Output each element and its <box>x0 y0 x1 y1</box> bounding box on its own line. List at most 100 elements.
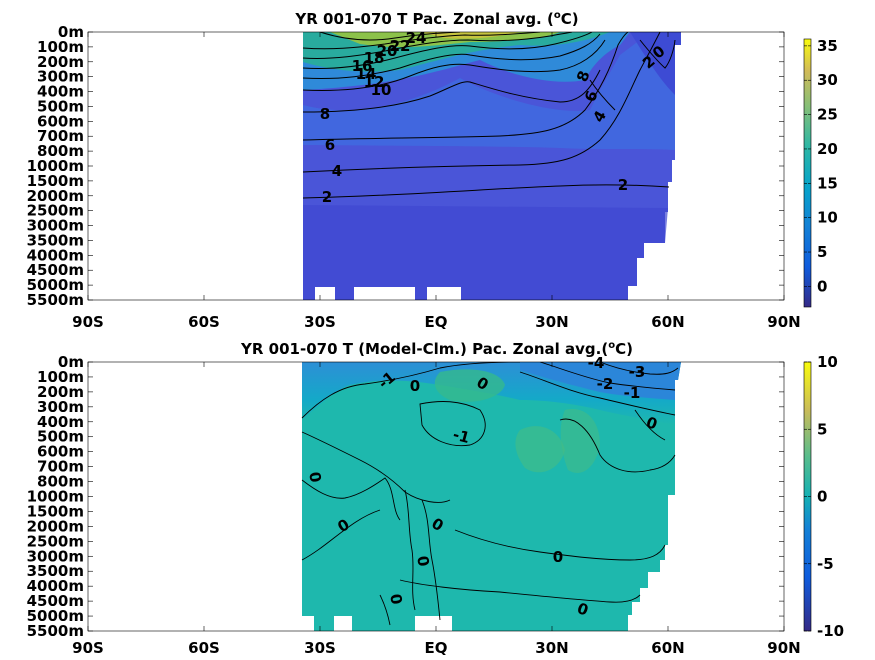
panel2-contour <box>634 409 666 441</box>
y-tick-label: 5500m <box>27 291 84 309</box>
contour-label: 2 <box>322 188 332 206</box>
colorbar-tick-label: 35 <box>817 37 838 55</box>
x-tick-label: 30N <box>535 639 568 656</box>
panel1-contour <box>302 39 606 91</box>
x-tick-label: 30N <box>535 313 568 331</box>
panel2-contour <box>539 362 676 391</box>
y-tick-label: 200m <box>37 383 84 401</box>
panel2-contour <box>419 401 486 447</box>
y-tick-label: 700m <box>37 458 84 476</box>
panel2-warm-blob <box>515 426 565 473</box>
panel2-contour <box>454 529 666 561</box>
y-tick-label: 1000m <box>27 488 84 506</box>
contour-label: 10 <box>371 81 392 99</box>
contour-label: 0 <box>386 592 406 605</box>
contour-label: 12 <box>364 73 385 91</box>
y-tick-label: 3000m <box>27 217 84 235</box>
colorbar-tick-label: -5 <box>817 555 834 573</box>
contour-label: 22 <box>390 37 411 55</box>
colorbar-tick-label: 15 <box>817 174 838 192</box>
panel2-contour <box>379 594 391 626</box>
y-tick-label: 0m <box>58 353 84 371</box>
panel1-contour <box>302 33 601 79</box>
colorbar-tick-label: 0 <box>817 277 827 295</box>
contour-label: -1 <box>624 384 641 402</box>
panel1-contour <box>302 184 670 199</box>
y-tick-label: 100m <box>37 38 84 56</box>
panel2-warm-blob <box>560 409 600 473</box>
y-tick-label: 500m <box>37 428 84 446</box>
y-tick-label: 4000m <box>27 577 84 595</box>
contour-label: 24 <box>406 29 427 47</box>
contour-label: -1 <box>451 425 472 447</box>
panel2-title: YR 001-070 T (Model-Clm.) Pac. Zonal avg… <box>240 340 633 358</box>
y-tick-label: 3000m <box>27 547 84 565</box>
contour-label: 14 <box>356 65 377 83</box>
panel2-field <box>302 362 681 631</box>
panel2-contour <box>404 489 416 611</box>
panel2-contour <box>421 499 441 621</box>
panel1-mid-band <box>303 32 681 150</box>
panel1-title: YR 001-070 T Pac. Zonal avg. (oC) <box>294 10 578 28</box>
y-tick-label: 600m <box>37 112 84 130</box>
contour-label: 0 <box>413 554 433 567</box>
contour-label: 8 <box>320 105 330 123</box>
panel2-colorbar: 10 5 0 -5 -10 <box>803 353 844 640</box>
y-tick-label: 1000m <box>27 157 84 175</box>
panel1-contour <box>302 32 629 141</box>
x-tick-label: EQ <box>425 639 448 656</box>
y-tick-label: 500m <box>37 97 84 115</box>
panel2-contour <box>559 418 676 473</box>
x-tick-label: 90S <box>72 313 104 331</box>
panel2-contour <box>301 477 401 521</box>
x-tick-label: 60S <box>188 639 220 656</box>
panel1-colorbar: 35 30 25 20 15 10 5 0 <box>803 37 838 308</box>
panel2-contour <box>301 431 451 503</box>
contour-label: 0 <box>305 470 325 483</box>
panel1-contour <box>302 32 593 69</box>
y-tick-label: 200m <box>37 53 84 71</box>
y-tick-label: 4500m <box>27 261 84 279</box>
x-tick-label: 60N <box>651 313 684 331</box>
x-tick-label: 90N <box>767 313 800 331</box>
panel2-y-axis: 0m100m200m300m400m500m600m700m800m1000m1… <box>27 353 784 640</box>
y-tick-label: 3500m <box>27 562 84 580</box>
y-tick-label: 800m <box>37 142 84 160</box>
panel2-warm-blob <box>434 369 505 402</box>
colorbar-tick-label: 0 <box>817 488 827 506</box>
contour-label: 18 <box>364 49 385 67</box>
contour-label: -2 <box>597 375 614 393</box>
y-tick-label: 4500m <box>27 592 84 610</box>
panel1-contour <box>639 39 676 69</box>
x-tick-label: 30S <box>304 313 336 331</box>
panel1-y-axis: 0m100m200m300m400m500m600m700m800m1000m1… <box>27 23 784 309</box>
colorbar-tick-label: 20 <box>817 140 838 158</box>
y-tick-label: 5000m <box>27 607 84 625</box>
contour-label: -4 <box>588 354 605 372</box>
y-tick-label: 300m <box>37 68 84 86</box>
x-tick-label: 60N <box>651 639 684 656</box>
panel2-contour <box>301 509 381 561</box>
x-tick-label: 30S <box>304 639 336 656</box>
x-tick-label: 90S <box>72 639 104 656</box>
y-tick-label: 100m <box>37 368 84 386</box>
contour-label: 4 <box>332 162 342 180</box>
colorbar-tick-label: 5 <box>817 420 827 438</box>
y-tick-label: 5000m <box>27 276 84 294</box>
contour-label: 6 <box>325 136 335 154</box>
colorbar-tick-label: 25 <box>817 106 838 124</box>
panel1-contour <box>302 69 601 113</box>
y-tick-label: 600m <box>37 443 84 461</box>
panel1-contours <box>302 32 676 199</box>
colorbar-tick-label: 30 <box>817 71 838 89</box>
panel1-contour <box>302 32 661 173</box>
panel2-contours <box>301 362 679 626</box>
contour-label: 20 <box>377 42 398 60</box>
y-tick-label: 0m <box>58 23 84 41</box>
y-tick-label: 5500m <box>27 622 84 640</box>
panel1-contour <box>319 32 461 41</box>
y-tick-label: 700m <box>37 127 84 145</box>
y-tick-label: 300m <box>37 398 84 416</box>
